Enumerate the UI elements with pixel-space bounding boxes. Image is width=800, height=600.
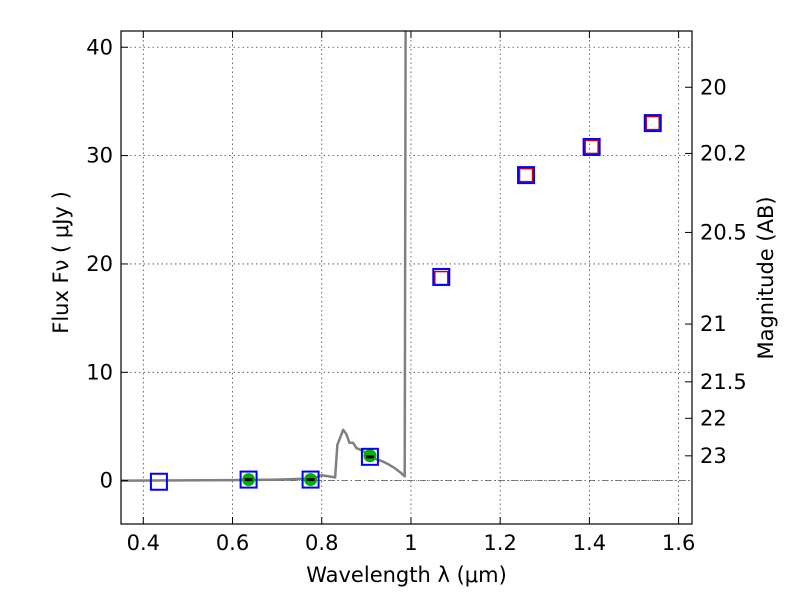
model-photometry-red-square — [434, 270, 449, 286]
grid-lines — [121, 31, 692, 524]
magnitude-tick-label: 21.5 — [700, 370, 747, 394]
y-tick-label: 10 — [86, 360, 113, 384]
axis-ticks: 0.4 0.6 0.8 1 1.2 1.4 1.6 0 10 20 30 40 20 20.2 20.5 21… — [86, 31, 747, 555]
y-tick-label: 20 — [86, 252, 113, 276]
x-tick-label: 0.6 — [216, 531, 249, 555]
x-tick-label: 1 — [404, 531, 417, 555]
magnitude-axis-label: Magnitude (AB) — [754, 196, 778, 359]
magnitude-tick-label: 20.5 — [700, 220, 747, 244]
model-photometry-red-square — [584, 139, 599, 155]
data-series — [120, 30, 662, 491]
y-tick-label: 40 — [86, 35, 113, 59]
x-tick-label: 1.4 — [573, 531, 606, 555]
y-tick-label: 0 — [100, 469, 113, 493]
magnitude-tick-label: 23 — [700, 444, 727, 468]
observed-photometry-square — [239, 470, 258, 489]
observed-photometry-square — [432, 267, 451, 286]
observed-photometry-square — [582, 137, 601, 156]
observed-photometry-square — [517, 166, 536, 185]
model-spectrum-line — [120, 30, 407, 482]
y-axis-label: Flux Fν ( μJy ) — [49, 191, 73, 334]
x-axis-label: Wavelength λ (μm) — [306, 563, 507, 587]
magnitude-tick-label: 22 — [700, 406, 727, 430]
y-tick-label: 30 — [86, 144, 113, 168]
observed-photometry-square — [643, 114, 662, 133]
observed-photometry-square — [360, 447, 379, 466]
model-photometry-red-square — [645, 115, 660, 131]
magnitude-tick-label: 20 — [700, 75, 727, 99]
magnitude-tick-label: 21 — [700, 312, 727, 336]
observed-photometry-square — [301, 470, 320, 489]
magnitude-tick-label: 20.2 — [700, 141, 747, 165]
x-tick-label: 1.2 — [483, 531, 516, 555]
plot-frame — [120, 30, 693, 525]
observed-photometry-square — [149, 472, 168, 491]
x-tick-label: 0.8 — [305, 531, 338, 555]
x-tick-label: 1.6 — [662, 531, 695, 555]
x-tick-label: 0.4 — [127, 531, 160, 555]
model-photometry-red-square — [518, 167, 534, 183]
